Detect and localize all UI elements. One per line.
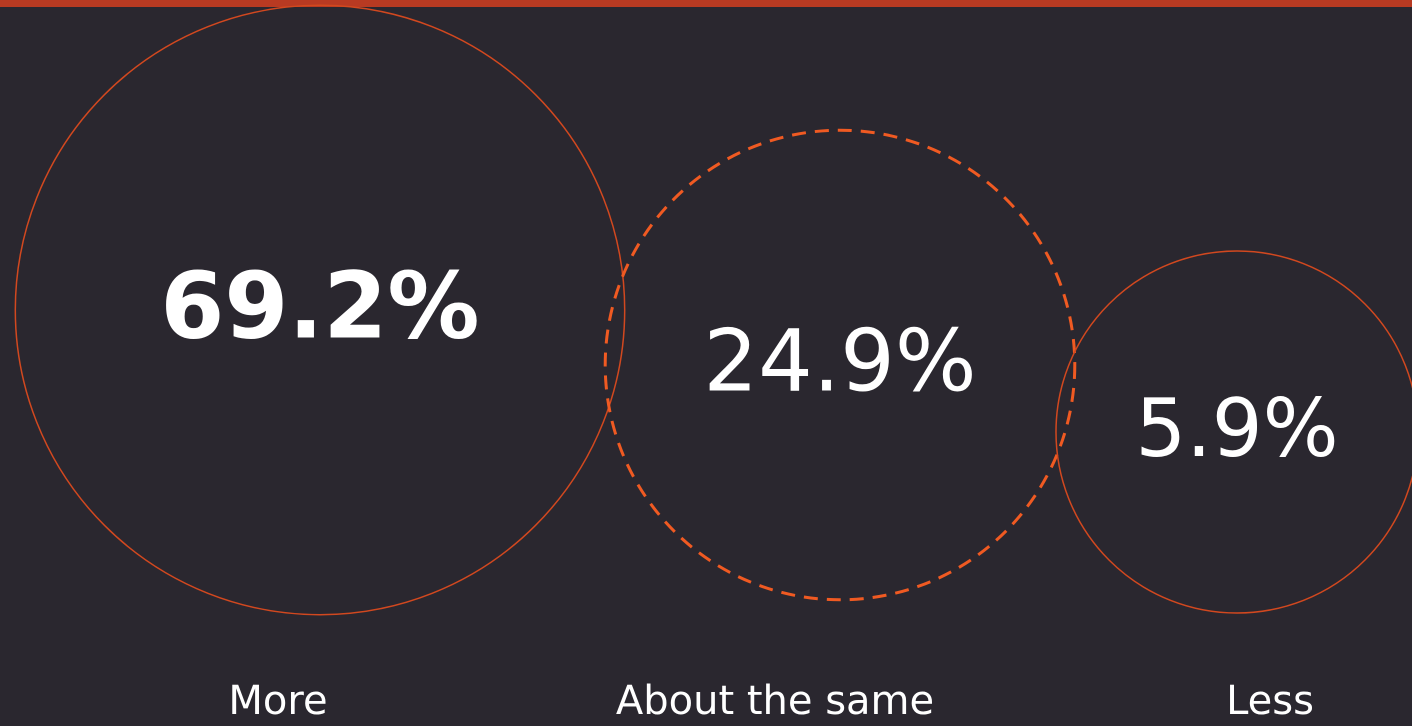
bubble	[14, 4, 626, 616]
value-label: 5.9%	[1135, 382, 1338, 475]
value-label: 69.2%	[160, 252, 479, 359]
bubble	[1055, 250, 1412, 614]
category-label: More	[228, 678, 327, 724]
category-label: Less	[1226, 678, 1314, 724]
value-label: 24.9%	[703, 311, 976, 411]
top-bar	[0, 0, 1412, 7]
bubble	[603, 128, 1077, 602]
category-label: About the same	[616, 678, 934, 724]
